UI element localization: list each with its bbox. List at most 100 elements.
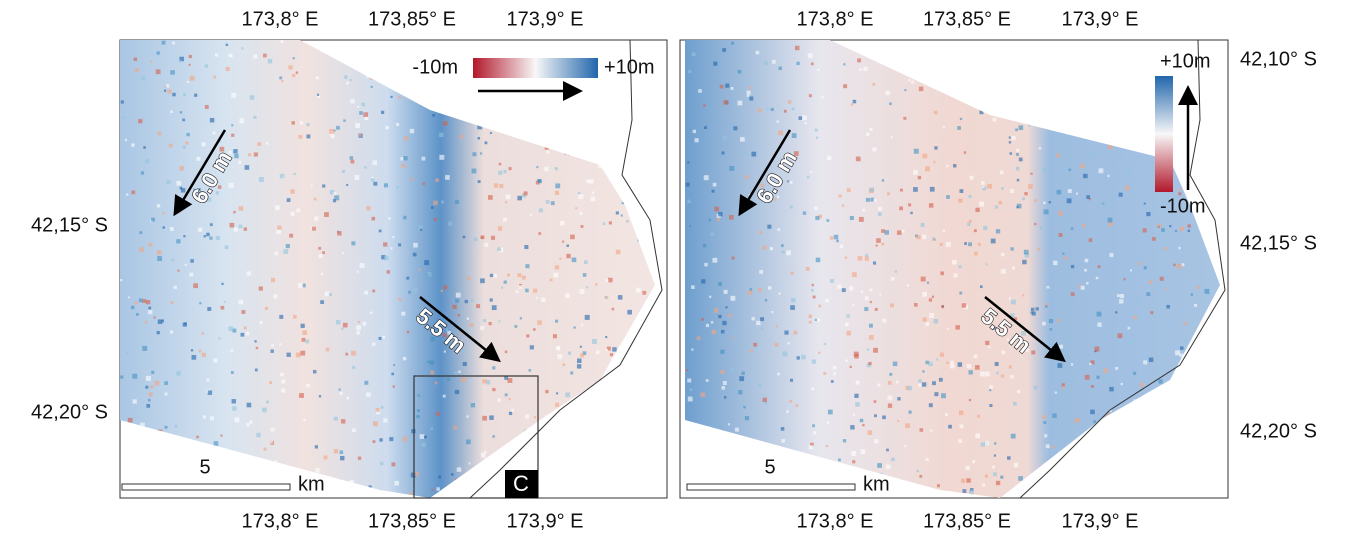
speckle — [855, 402, 860, 407]
speckle — [315, 76, 319, 80]
speckle — [1178, 192, 1182, 196]
speckle — [1015, 152, 1019, 156]
speckle — [1089, 152, 1095, 158]
speckle — [747, 94, 750, 97]
speckle — [704, 262, 708, 267]
speckle — [154, 380, 160, 386]
speckle — [928, 403, 933, 408]
speckle — [1108, 409, 1112, 413]
speckle — [891, 457, 895, 462]
speckle — [836, 239, 839, 243]
speckle — [178, 59, 182, 63]
speckle — [298, 134, 303, 139]
speckle — [975, 433, 981, 439]
speckle — [1044, 305, 1048, 308]
speckle — [176, 239, 181, 244]
speckle — [320, 300, 325, 305]
speckle — [1084, 258, 1089, 263]
speckle — [1068, 168, 1072, 172]
speckle — [922, 317, 927, 322]
speckle — [1066, 198, 1072, 204]
speckle — [389, 437, 394, 442]
speckle — [322, 251, 326, 255]
speckle — [913, 303, 918, 307]
speckle — [761, 327, 764, 330]
speckle — [999, 170, 1004, 175]
speckle — [721, 151, 725, 155]
speckle — [1054, 391, 1057, 394]
speckle — [806, 175, 810, 179]
speckle — [771, 311, 774, 314]
speckle — [279, 76, 283, 80]
speckle — [718, 281, 722, 286]
speckle — [277, 225, 282, 230]
speckle — [184, 264, 187, 267]
speckle — [142, 299, 147, 303]
speckle — [890, 136, 893, 139]
speckle — [386, 270, 391, 274]
speckle — [1012, 266, 1016, 270]
speckle — [224, 245, 229, 250]
speckle — [198, 349, 202, 353]
speckle — [465, 439, 471, 445]
speckle — [1107, 217, 1113, 223]
speckle — [1062, 252, 1065, 255]
speckle — [1079, 431, 1084, 436]
scale-bar — [686, 483, 856, 491]
speckle — [942, 229, 945, 233]
speckle — [1093, 420, 1096, 424]
speckle — [164, 381, 169, 385]
lat-label: 42,15° S — [1240, 232, 1317, 254]
speckle — [477, 124, 483, 130]
speckle — [1016, 148, 1020, 152]
speckle — [841, 204, 845, 207]
speckle — [1031, 350, 1036, 355]
speckle — [580, 353, 585, 358]
speckle — [380, 110, 385, 114]
speckle — [936, 484, 940, 488]
speckle — [150, 385, 154, 389]
speckle — [825, 298, 829, 303]
speckle — [408, 492, 413, 497]
speckle — [290, 189, 295, 194]
speckle — [918, 379, 922, 383]
speckle — [939, 242, 943, 246]
speckle — [229, 222, 235, 228]
speckle — [490, 235, 496, 240]
speckle — [438, 475, 442, 479]
speckle — [901, 229, 905, 233]
speckle — [849, 215, 854, 221]
speckle — [280, 40, 284, 43]
speckle — [366, 206, 371, 211]
speckle — [775, 325, 778, 328]
speckle — [1010, 375, 1014, 379]
speckle — [1102, 202, 1108, 208]
speckle — [615, 249, 621, 255]
speckle — [925, 360, 929, 365]
speckle — [1143, 360, 1148, 365]
speckle — [296, 208, 301, 213]
speckle — [1108, 221, 1114, 227]
speckle — [127, 417, 133, 423]
speckle — [366, 392, 371, 397]
speckle — [770, 107, 774, 111]
speckle — [472, 152, 477, 157]
speckle — [421, 442, 426, 448]
speckle — [982, 483, 986, 487]
lon-label-top: 173,8° E — [242, 8, 319, 30]
speckle — [712, 257, 718, 263]
speckle — [270, 349, 274, 353]
speckle — [429, 360, 435, 365]
speckle — [334, 195, 340, 201]
speckle — [584, 314, 590, 320]
speckle — [393, 364, 396, 367]
speckle — [977, 414, 980, 418]
speckle — [148, 310, 153, 315]
speckle — [220, 434, 223, 437]
speckle — [801, 115, 807, 121]
speckle — [948, 424, 952, 429]
speckle — [333, 416, 338, 421]
speckle — [984, 371, 990, 377]
speckle — [793, 151, 799, 156]
speckle — [862, 208, 866, 212]
